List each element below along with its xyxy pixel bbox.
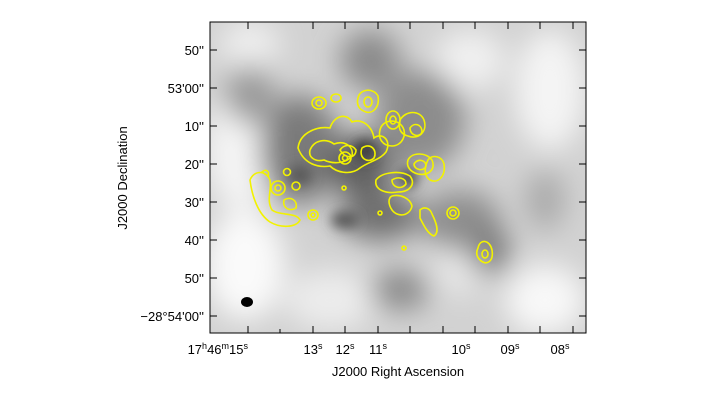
ra-tick-label: 09s <box>501 341 520 357</box>
ra-tick-label: 08s <box>551 341 570 357</box>
dec-tick-label: 10'' <box>185 119 204 134</box>
dec-tick-label: 50'' <box>185 271 204 286</box>
grayscale-emission-map <box>210 22 586 333</box>
ra-tick-label: 12s <box>336 341 355 357</box>
ra-tick-labels: 17h46m15s 13s 12s 11s 10s 09s 08s <box>188 341 570 357</box>
beam-marker <box>241 297 253 307</box>
yellow-contours <box>249 89 494 264</box>
dec-tick-label: 20'' <box>185 157 204 172</box>
ra-tick-label: 17h46m15s <box>188 341 249 357</box>
ra-tick-label: 10s <box>452 341 471 357</box>
dec-tick-label: −28°54'00'' <box>140 309 204 324</box>
y-axis-title: J2000 Declination <box>115 126 130 229</box>
dec-tick-labels: 50'' 53'00'' 10'' 20'' 30'' 40'' 50'' −2… <box>140 43 204 324</box>
tick-marks <box>210 22 586 333</box>
dec-tick-label: 53'00'' <box>168 81 204 96</box>
dec-tick-label: 30'' <box>185 195 204 210</box>
dec-tick-label: 40'' <box>185 233 204 248</box>
x-axis-title: J2000 Right Ascension <box>332 364 464 379</box>
ra-tick-label: 13s <box>304 341 323 357</box>
dec-tick-label: 50'' <box>185 43 204 58</box>
ra-tick-label: 11s <box>369 341 388 357</box>
plot-frame <box>209 21 587 334</box>
